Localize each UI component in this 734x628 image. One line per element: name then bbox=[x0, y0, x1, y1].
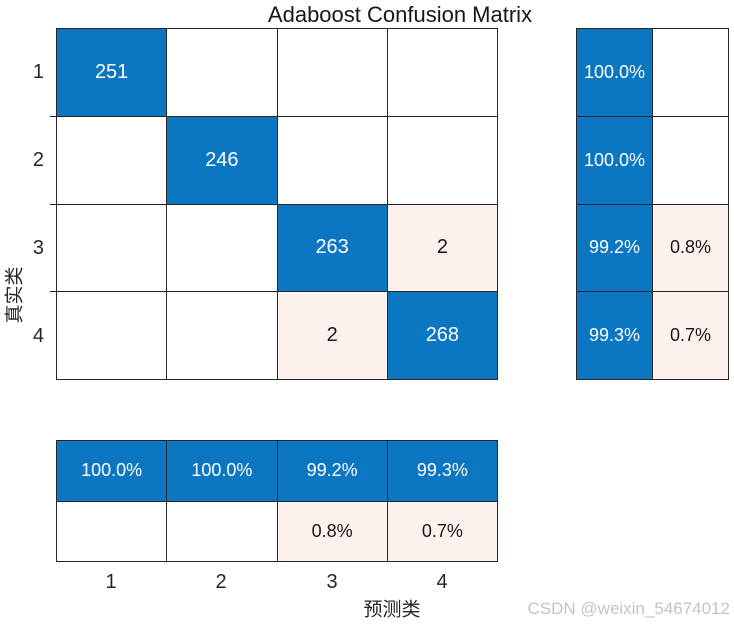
watermark-text: CSDN @weixin_54674012 bbox=[527, 599, 730, 618]
main-cell-r4c3: 2 bbox=[277, 292, 387, 379]
row-summary-cell-r2c1: 100.0% bbox=[577, 116, 652, 204]
main-cell-r3c1 bbox=[57, 204, 167, 292]
row-summary-cell-r1c2 bbox=[653, 29, 728, 116]
x-axis-label: 预测类 bbox=[363, 599, 421, 621]
main-cell-r4c1 bbox=[57, 292, 167, 379]
main-cell-r3c3: 263 bbox=[277, 204, 387, 292]
x-tick-label-1: 1 bbox=[105, 571, 117, 593]
col-summary-cell-r2c3: 0.8% bbox=[277, 501, 387, 561]
x-tick-label-4: 4 bbox=[436, 571, 448, 593]
main-cell-r4c4: 268 bbox=[387, 292, 497, 379]
row-summary-cell-r1c1: 100.0% bbox=[577, 29, 652, 116]
row-summary-cell-r4c1: 99.3% bbox=[577, 292, 652, 379]
y-axis-tick bbox=[50, 204, 56, 205]
main-cell-r3c4: 2 bbox=[387, 204, 497, 292]
main-cell-r1c3 bbox=[277, 29, 387, 116]
main-cell-r2c3 bbox=[277, 116, 387, 204]
row-summary-cell-r2c2 bbox=[653, 116, 728, 204]
y-tick-label-2: 2 bbox=[32, 149, 44, 171]
x-tick-label-2: 2 bbox=[215, 571, 227, 593]
main-cell-r4c2 bbox=[167, 292, 277, 379]
main-cell-r1c1: 251 bbox=[57, 29, 167, 116]
col-summary-cell-r1c3: 99.2% bbox=[277, 441, 387, 501]
col-summary-cell-r2c2 bbox=[167, 501, 277, 561]
col-summary-cell-r1c1: 100.0% bbox=[57, 441, 167, 501]
y-axis-label: 真实类 bbox=[4, 266, 26, 324]
col-summary-cell-r1c2: 100.0% bbox=[167, 441, 277, 501]
y-tick-label-4: 4 bbox=[32, 325, 44, 347]
main-cell-r2c1 bbox=[57, 116, 167, 204]
col-summary-cell-r2c1 bbox=[57, 501, 167, 561]
col-summary-cell-r1c4: 99.3% bbox=[387, 441, 497, 501]
column-summary-grid: 100.0% 100.0% 99.2% 99.3% 0.8% 0.7% bbox=[56, 440, 498, 562]
row-summary-cell-r3c1: 99.2% bbox=[577, 204, 652, 292]
row-summary-grid: 100.0% 100.0% 99.2% 0.8% 99.3% 0.7% bbox=[576, 28, 729, 380]
x-tick-label-3: 3 bbox=[326, 571, 338, 593]
main-cell-r3c2 bbox=[167, 204, 277, 292]
y-tick-label-3: 3 bbox=[32, 237, 44, 259]
main-cell-r1c4 bbox=[387, 29, 497, 116]
chart-title: Adaboost Confusion Matrix bbox=[267, 2, 533, 27]
main-confusion-grid: 251 246 263 2 2 268 bbox=[56, 28, 498, 380]
col-summary-cell-r2c4: 0.7% bbox=[387, 501, 497, 561]
y-axis-tick bbox=[50, 291, 56, 292]
main-cell-r1c2 bbox=[167, 29, 277, 116]
main-cell-r2c2: 246 bbox=[167, 116, 277, 204]
row-summary-cell-r4c2: 0.7% bbox=[653, 292, 728, 379]
y-axis-tick bbox=[50, 116, 56, 117]
row-summary-cell-r3c2: 0.8% bbox=[653, 204, 728, 292]
y-tick-label-1: 1 bbox=[32, 61, 44, 83]
main-cell-r2c4 bbox=[387, 116, 497, 204]
